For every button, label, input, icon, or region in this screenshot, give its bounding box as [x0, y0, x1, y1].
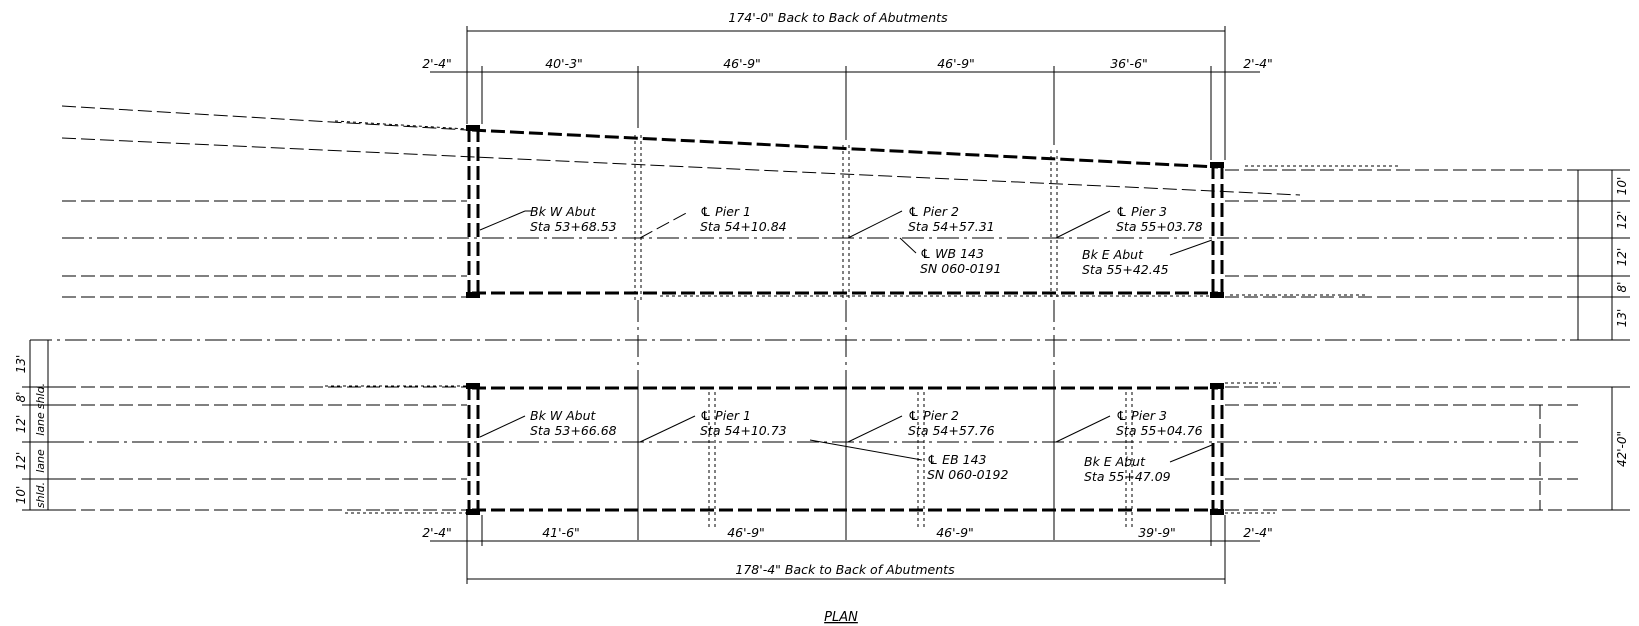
- wb-dimensions: 174'-0" Back to Back of Abutments 2'-4" …: [422, 10, 1273, 160]
- wb-bridge-centerline-label: ℄ WB 143: [920, 246, 984, 261]
- wb-width-dimension: 13': [1615, 309, 1629, 328]
- wb-width-dimension: 8': [1615, 282, 1629, 293]
- eb-lane-label: lane: [34, 412, 47, 436]
- eb-pier1-label: ℄ Pier 1: [700, 408, 751, 423]
- wb-span-dimension: 46'-9": [937, 56, 975, 71]
- eb-lane-label: lane: [34, 449, 47, 473]
- eb-west-abutment-station: Sta 53+66.68: [530, 423, 617, 438]
- wb-bridge-number: SN 060-0191: [920, 261, 1001, 276]
- eb-width-dimension: 12': [14, 452, 28, 471]
- eb-span-dimension: 46'-9": [727, 525, 765, 540]
- eb-pier3-label: ℄ Pier 3: [1116, 408, 1167, 423]
- wb-east-abutment-label: Bk E Abut: [1082, 247, 1144, 262]
- eb-span-dimension: 2'-4": [1243, 525, 1273, 540]
- eb-pier2-station: Sta 54+57.76: [908, 423, 995, 438]
- eb-roadway: 13' 8' 12' 12' 10' shld. lane lane shld.…: [14, 340, 1630, 540]
- wb-pier3-station: Sta 55+03.78: [1116, 219, 1203, 234]
- wb-pier1-station: Sta 54+10.84: [700, 219, 787, 234]
- wb-width-dimension: 12': [1615, 248, 1629, 267]
- wb-span-dimension: 40'-3": [545, 56, 583, 71]
- eb-pier2-label: ℄ Pier 2: [908, 408, 959, 423]
- wb-overall-dimension: 174'-0" Back to Back of Abutments: [728, 10, 948, 25]
- wb-width-dimension: 12': [1615, 211, 1629, 230]
- eb-dimensions: 2'-4" 41'-6" 46'-9" 46'-9" 39'-9" 2'-4" …: [422, 515, 1273, 584]
- wb-span-dimension: 2'-4": [422, 56, 452, 71]
- eb-lane-label: shld.: [34, 482, 47, 508]
- eb-span-dimension: 39'-9": [1138, 525, 1176, 540]
- wb-pier1-label: ℄ Pier 1: [700, 204, 751, 219]
- wb-span-dimension: 36'-6": [1110, 56, 1148, 71]
- eb-width-dimension: 8': [14, 392, 28, 403]
- eb-pier1-station: Sta 54+10.73: [700, 423, 787, 438]
- eb-span-dimension: 41'-6": [542, 525, 580, 540]
- eb-west-abutment-label: Bk W Abut: [530, 408, 597, 423]
- wb-pier3-label: ℄ Pier 3: [1116, 204, 1167, 219]
- eb-east-abutment-label: Bk E Abut: [1084, 454, 1146, 469]
- eb-width-dimension: 10': [14, 486, 28, 505]
- eb-pier3-station: Sta 55+04.76: [1116, 423, 1203, 438]
- wb-west-abutment-label: Bk W Abut: [530, 204, 597, 219]
- eb-labels: Bk W Abut Sta 53+66.68 ℄ Pier 1 Sta 54+1…: [479, 408, 1213, 484]
- wb-span-dimension: 2'-4": [1243, 56, 1273, 71]
- wb-span-dimension: 46'-9": [723, 56, 761, 71]
- wb-roadway: 10' 12' 12' 8' 13': [61, 105, 1630, 341]
- eb-overall-dimension: 178'-4" Back to Back of Abutments: [735, 562, 955, 577]
- wb-pier2-station: Sta 54+57.31: [908, 219, 995, 234]
- wb-pier2-label: ℄ Pier 2: [908, 204, 959, 219]
- wb-east-abutment-station: Sta 55+42.45: [1082, 262, 1169, 277]
- eb-bridge-centerline-label: ℄ EB 143: [927, 452, 987, 467]
- eb-lane-label: shld.: [34, 383, 47, 409]
- eb-span-dimension: 2'-4": [422, 525, 452, 540]
- wb-west-abutment-station: Sta 53+68.53: [530, 219, 617, 234]
- eb-east-abutment-station: Sta 55+47.09: [1084, 469, 1171, 484]
- eb-width-dimension: 12': [14, 415, 28, 434]
- eb-bridge-number: SN 060-0192: [927, 467, 1008, 482]
- eb-span-dimension: 46'-9": [936, 525, 974, 540]
- eb-width-dimension: 13': [14, 355, 28, 374]
- wb-labels: Bk W Abut Sta 53+68.53 ℄ Pier 1 Sta 54+1…: [479, 204, 1213, 277]
- wb-width-dimension: 10': [1615, 177, 1629, 196]
- eb-total-width-dimension: 42'-0": [1615, 431, 1629, 467]
- drawing-title: PLAN: [824, 610, 858, 625]
